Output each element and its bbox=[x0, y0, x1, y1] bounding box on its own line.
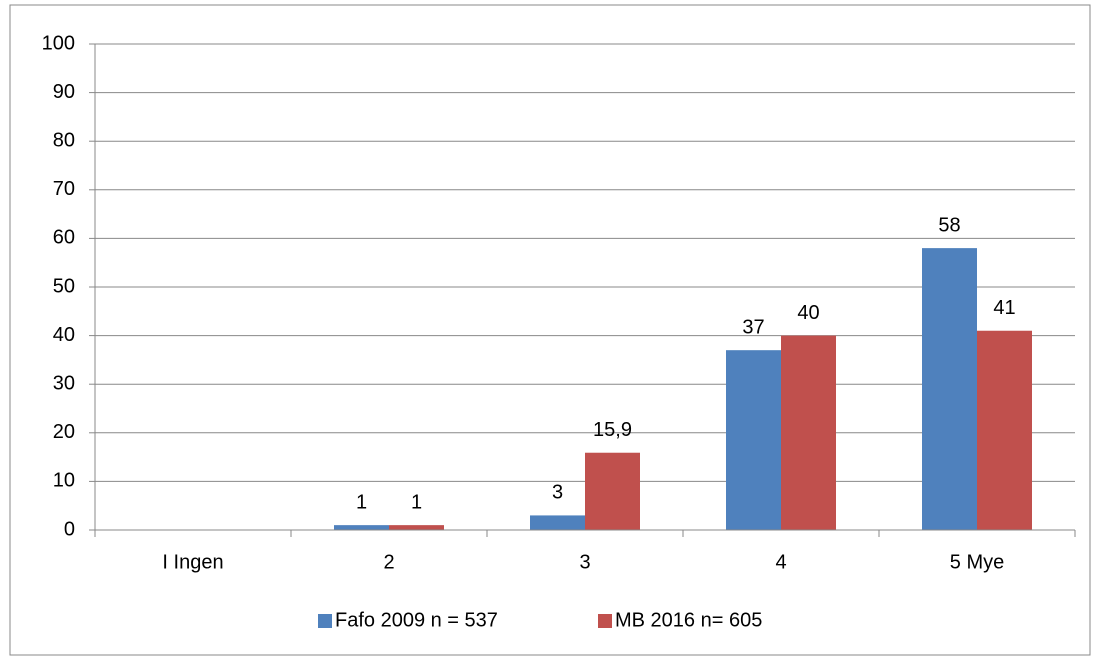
x-tick-label: 2 bbox=[383, 551, 394, 573]
y-tick-label: 100 bbox=[42, 32, 75, 54]
bar bbox=[389, 525, 444, 530]
bar bbox=[530, 515, 585, 530]
x-tick-label: I Ingen bbox=[162, 551, 223, 573]
data-label: 58 bbox=[938, 214, 960, 236]
y-tick-label: 0 bbox=[64, 518, 75, 540]
x-tick-label: 4 bbox=[775, 551, 786, 573]
data-label: 1 bbox=[411, 491, 422, 513]
legend-swatch bbox=[598, 614, 612, 628]
data-label: 40 bbox=[797, 302, 819, 324]
y-tick-label: 90 bbox=[53, 81, 75, 103]
y-tick-label: 20 bbox=[53, 421, 75, 443]
bar bbox=[585, 452, 640, 530]
data-label: 15,9 bbox=[593, 419, 632, 441]
chart-frame bbox=[9, 4, 1091, 656]
y-tick-label: 80 bbox=[53, 129, 75, 151]
legend-label: Fafo 2009 n = 537 bbox=[335, 609, 498, 631]
x-tick-label: 3 bbox=[579, 551, 590, 573]
bar bbox=[977, 330, 1032, 530]
bar bbox=[922, 248, 977, 530]
data-label: 1 bbox=[356, 491, 367, 513]
bar bbox=[781, 335, 836, 530]
y-tick-label: 10 bbox=[53, 470, 75, 492]
legend-swatch bbox=[318, 614, 332, 628]
x-tick-label: 5 Mye bbox=[950, 551, 1004, 573]
y-tick-label: 40 bbox=[53, 324, 75, 346]
data-label: 3 bbox=[552, 482, 563, 504]
bar bbox=[334, 525, 389, 530]
data-label: 37 bbox=[742, 316, 764, 338]
legend-label: MB 2016 n= 605 bbox=[615, 609, 762, 631]
y-tick-label: 50 bbox=[53, 275, 75, 297]
y-tick-label: 30 bbox=[53, 372, 75, 394]
y-tick-label: 70 bbox=[53, 178, 75, 200]
data-label: 41 bbox=[993, 297, 1015, 319]
bar bbox=[726, 350, 781, 530]
y-tick-label: 60 bbox=[53, 227, 75, 249]
